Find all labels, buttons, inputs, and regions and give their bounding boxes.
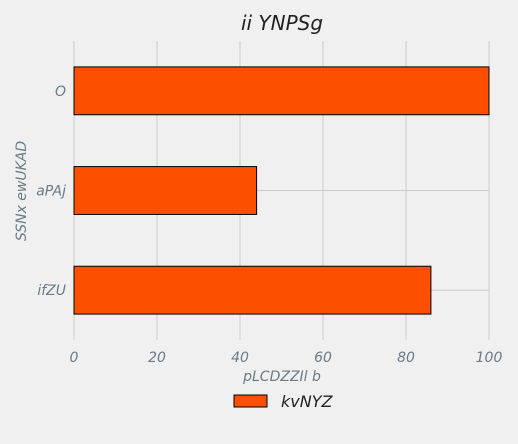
legend-label: kvNYZ xyxy=(281,392,333,411)
x-tick-label: 20 xyxy=(148,350,166,366)
chart-title: ii YNPSg xyxy=(241,11,323,35)
y-tick-label: O xyxy=(55,84,66,100)
x-tick-label: 100 xyxy=(476,350,503,366)
y-axis-label: SSNx ewUKAD xyxy=(14,141,30,242)
legend-swatch xyxy=(233,394,268,408)
y-tick-label: ifZU xyxy=(37,283,66,299)
bar-layer xyxy=(73,66,490,315)
x-tick-label: 40 xyxy=(231,350,249,366)
bar xyxy=(73,166,258,215)
bar xyxy=(73,265,432,315)
x-tick-label: 80 xyxy=(397,350,415,366)
bar xyxy=(73,66,490,116)
x-tick-label: 0 xyxy=(70,350,79,366)
y-tick-label: aPAj xyxy=(36,184,66,200)
legend: kvNYZ xyxy=(233,392,333,411)
x-tick-label: 60 xyxy=(314,350,332,366)
x-axis-label: pLCDZZIl b xyxy=(242,369,321,385)
